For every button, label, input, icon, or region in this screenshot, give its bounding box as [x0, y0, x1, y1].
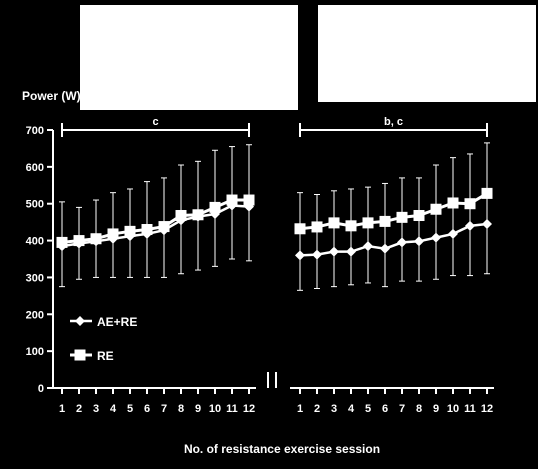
y-axis-label: Power (W): [22, 89, 81, 103]
y-tick-label: 400: [26, 236, 44, 248]
blank-box-left: [80, 5, 298, 110]
x-tick-label: 6: [144, 403, 150, 415]
data-point-re: [311, 221, 323, 233]
x-axis-label: No. of resistance exercise session: [184, 442, 380, 456]
y-tick-label: 300: [26, 272, 44, 284]
series-line-re: [299, 192, 488, 231]
data-point-re: [345, 220, 357, 232]
x-tick-label: 1: [297, 403, 303, 415]
legend-marker-ae-re: [75, 316, 85, 326]
legend-label-ae-re: AE+RE: [97, 315, 137, 329]
data-point-ae-re: [346, 246, 356, 257]
data-point-ae-re: [482, 218, 492, 229]
data-point-re: [413, 210, 425, 222]
x-tick-label: 9: [195, 403, 201, 415]
data-point-ae-re: [431, 232, 441, 243]
x-tick-label: 2: [76, 403, 82, 415]
x-tick-label: 3: [331, 403, 337, 415]
data-point-re: [447, 197, 459, 209]
data-point-re: [294, 223, 306, 235]
x-tick-label: 4: [110, 403, 117, 415]
data-point-re: [481, 187, 493, 199]
x-tick-label: 11: [226, 403, 238, 415]
x-tick-label: 5: [365, 403, 371, 415]
data-point-re: [124, 225, 136, 237]
data-point-re: [107, 228, 119, 240]
x-tick-label: 3: [93, 403, 99, 415]
data-point-re: [464, 198, 476, 210]
x-tick-label: 10: [209, 403, 221, 415]
series-line-ae-re: [299, 222, 488, 257]
data-point-re: [73, 235, 85, 247]
y-tick-label: 700: [26, 125, 44, 137]
legend-marker-re: [74, 349, 86, 361]
x-tick-label: 7: [399, 403, 405, 415]
x-tick-label: 2: [314, 403, 320, 415]
data-point-re: [396, 211, 408, 223]
y-tick-label: 100: [26, 346, 44, 358]
data-point-ae-re: [397, 237, 407, 248]
data-point-re: [175, 210, 187, 222]
data-point-re: [90, 233, 102, 245]
x-tick-label: 10: [447, 403, 459, 415]
x-tick-label: 4: [348, 403, 355, 415]
data-point-ae-re: [295, 250, 305, 261]
data-point-ae-re: [380, 243, 390, 254]
data-point-ae-re: [414, 236, 424, 247]
y-tick-label: 600: [26, 162, 44, 174]
data-point-ae-re: [329, 246, 339, 257]
y-tick-label: 500: [26, 199, 44, 211]
data-point-re: [226, 194, 238, 206]
x-tick-label: 12: [243, 403, 255, 415]
x-tick-label: 1: [59, 403, 65, 415]
data-point-re: [192, 209, 204, 221]
blank-box-right: [318, 5, 536, 102]
data-point-re: [379, 215, 391, 227]
data-point-ae-re: [312, 249, 322, 260]
data-point-ae-re: [363, 241, 373, 252]
data-point-ae-re: [465, 220, 475, 231]
data-point-ae-re: [448, 228, 458, 239]
data-point-re: [328, 217, 340, 229]
data-point-re: [243, 194, 255, 206]
data-point-re: [56, 236, 68, 248]
data-point-re: [362, 217, 374, 229]
x-tick-label: 6: [382, 403, 388, 415]
x-tick-label: 8: [416, 403, 422, 415]
significance-label: c: [152, 116, 158, 128]
data-point-re: [430, 203, 442, 215]
legend-label-re: RE: [97, 349, 114, 363]
x-tick-label: 5: [127, 403, 133, 415]
data-point-re: [209, 201, 221, 213]
x-tick-label: 12: [481, 403, 493, 415]
x-tick-label: 11: [464, 403, 476, 415]
series-line-re: [61, 198, 249, 244]
significance-label: b, c: [384, 116, 403, 128]
data-point-re: [158, 221, 170, 233]
x-tick-label: 7: [161, 403, 167, 415]
data-point-re: [141, 224, 153, 236]
y-tick-label: 0: [38, 383, 44, 395]
x-tick-label: 9: [433, 403, 439, 415]
x-tick-label: 8: [178, 403, 184, 415]
y-tick-label: 200: [26, 309, 44, 321]
